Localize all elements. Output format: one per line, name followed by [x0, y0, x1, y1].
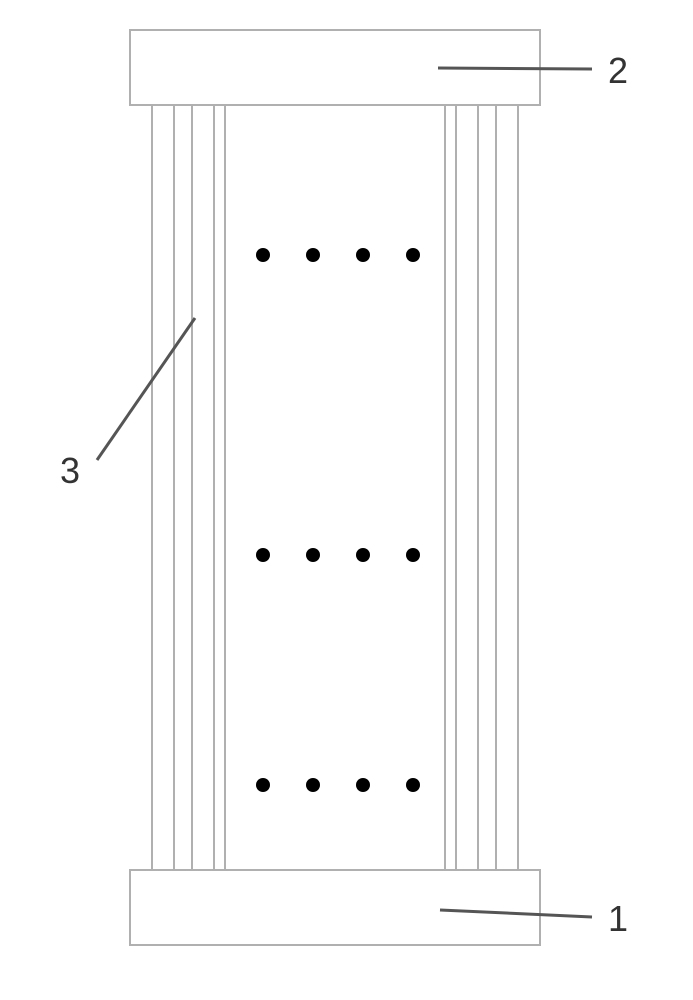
technical-diagram	[0, 0, 693, 1000]
callout-label-2: 2	[608, 50, 628, 92]
callout-label-1: 1	[608, 898, 628, 940]
callout-label-3: 3	[60, 450, 80, 492]
diagram-svg	[0, 0, 693, 1000]
